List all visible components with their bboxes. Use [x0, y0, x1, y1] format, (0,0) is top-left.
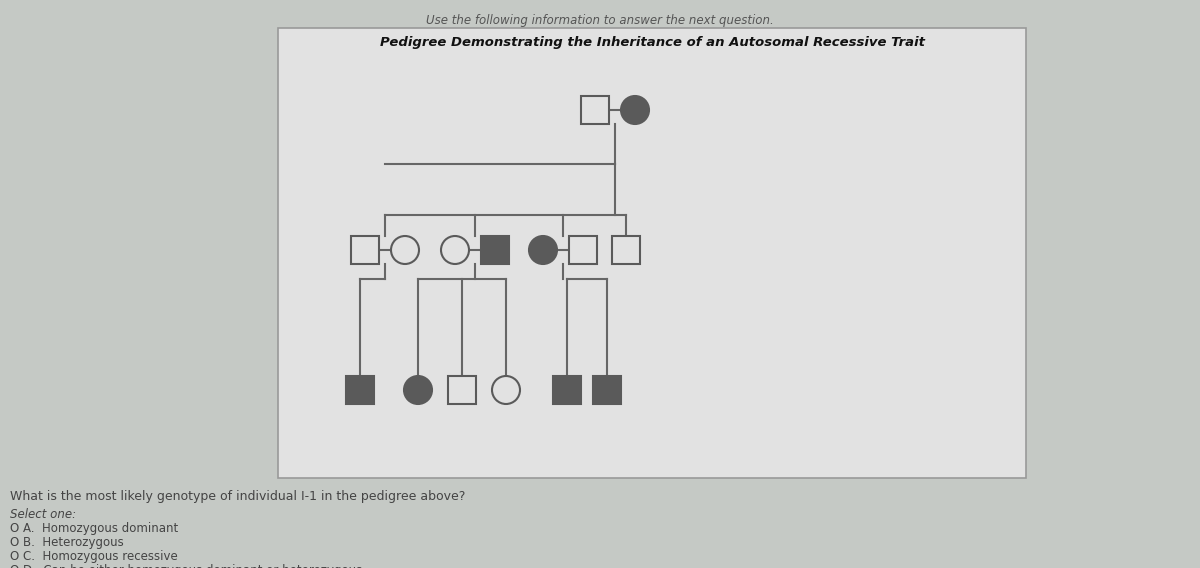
Text: O D.  Can be either homozygous dominant or heterozygous: O D. Can be either homozygous dominant o… — [10, 564, 362, 568]
Ellipse shape — [391, 236, 419, 264]
Ellipse shape — [404, 376, 432, 404]
Ellipse shape — [442, 236, 469, 264]
Bar — [346, 376, 374, 404]
Bar — [448, 376, 476, 404]
Bar — [278, 28, 1026, 478]
Bar — [569, 236, 598, 264]
Bar — [553, 376, 581, 404]
Ellipse shape — [529, 236, 557, 264]
Text: Pedigree Demonstrating the Inheritance of an Autosomal Recessive Trait: Pedigree Demonstrating the Inheritance o… — [379, 36, 924, 49]
Bar — [481, 236, 509, 264]
Ellipse shape — [492, 376, 520, 404]
Text: O B.  Heterozygous: O B. Heterozygous — [10, 536, 124, 549]
Bar — [593, 376, 622, 404]
Bar — [581, 96, 610, 124]
Bar — [352, 236, 379, 264]
Text: O A.  Homozygous dominant: O A. Homozygous dominant — [10, 522, 179, 535]
Text: Use the following information to answer the next question.: Use the following information to answer … — [426, 14, 774, 27]
Bar — [612, 236, 640, 264]
Ellipse shape — [622, 96, 649, 124]
Text: O C.  Homozygous recessive: O C. Homozygous recessive — [10, 550, 178, 563]
Text: Select one:: Select one: — [10, 508, 76, 521]
Text: What is the most likely genotype of individual I-1 in the pedigree above?: What is the most likely genotype of indi… — [10, 490, 466, 503]
